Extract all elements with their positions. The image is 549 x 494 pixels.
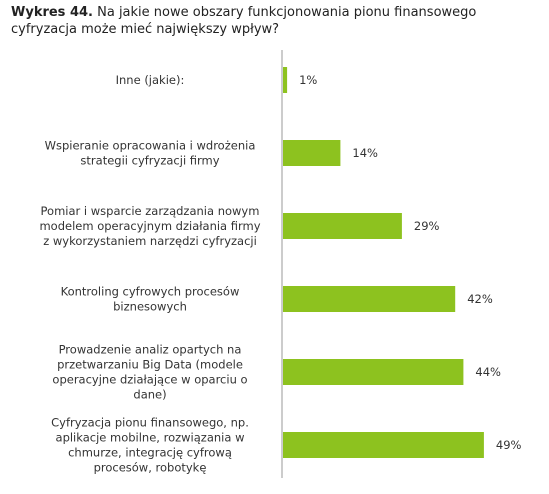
category-label-5-line-2: chmurze, integrację cyfrową [68, 446, 232, 460]
value-label-3: 42% [467, 292, 493, 306]
category-label-2-line-0: Pomiar i wsparcie zarządzania nowym [41, 204, 260, 218]
chart-title-text: Na jakie nowe obszary funkcjonowania pio… [11, 5, 477, 37]
category-label-5-line-0: Cyfryzacja pionu finansowego, np. [51, 416, 249, 430]
category-label-4-line-3: dane) [133, 388, 166, 402]
bar-2 [283, 213, 402, 239]
category-label-1-line-0: Wspieranie opracowania i wdrożenia [45, 139, 256, 153]
chart-title: Wykres 44. Na jakie nowe obszary funkcjo… [11, 4, 531, 38]
value-label-4: 44% [475, 365, 501, 379]
category-label-3-line-1: biznesowych [113, 300, 187, 314]
value-label-5: 49% [496, 438, 522, 452]
category-label-5: Cyfryzacja pionu finansowego, np. aplikac… [51, 416, 249, 475]
bar-1 [283, 140, 341, 166]
category-label-4-line-2: operacyjne działające w oparciu o [52, 373, 247, 387]
bar-3 [283, 286, 456, 312]
category-label-1: Wspieranie opracowania i wdrożenia strate… [45, 139, 256, 168]
category-label-5-line-3: procesów, robotykę [94, 461, 207, 475]
category-label-2-line-1: modelem operacyjnym działania firmy [39, 219, 260, 233]
category-label-2: Pomiar i wsparcie zarządzania nowym model… [39, 204, 260, 248]
category-label-1-line-1: strategii cyfryzacji firmy [80, 154, 219, 168]
category-label-3: Kontroling cyfrowych procesów biznesowych [61, 285, 240, 314]
category-label-0-line-0: Inne (jakie): [116, 73, 185, 87]
category-label-5-line-1: aplikacje mobilne, rozwiązania w [56, 431, 245, 445]
category-label-4-line-0: Prowadzenie analiz opartych na [59, 343, 242, 357]
chart-title-prefix: Wykres 44. [11, 5, 93, 20]
value-label-0: 1% [299, 73, 317, 87]
category-label-2-line-2: z wykorzystaniem narzędzi cyfryzacji [43, 234, 257, 248]
value-label-1: 14% [352, 146, 378, 160]
category-label-4-line-1: przetwarzaniu Big Data (modele [57, 358, 243, 372]
category-label-3-line-0: Kontroling cyfrowych procesów [61, 285, 240, 299]
bar-0 [283, 67, 288, 93]
category-label-0: Inne (jakie): [116, 73, 185, 87]
bar-4 [283, 359, 464, 385]
bar-5 [283, 432, 484, 458]
value-label-2: 29% [414, 219, 440, 233]
category-label-4: Prowadzenie analiz opartych na przetwarza… [52, 343, 247, 402]
